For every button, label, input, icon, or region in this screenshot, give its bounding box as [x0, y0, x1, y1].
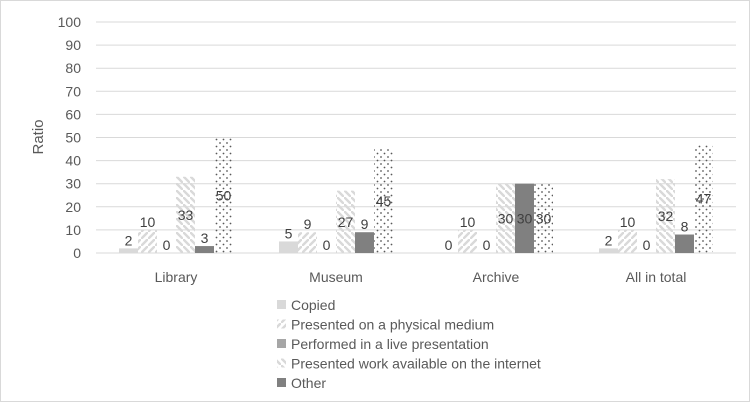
data-label: 10 — [460, 214, 476, 230]
legend-label: Performed in a live presentation — [291, 336, 489, 352]
y-tick-label: 40 — [65, 153, 81, 169]
y-tick-label: 80 — [65, 60, 81, 76]
data-label: 33 — [178, 207, 194, 223]
data-label: 10 — [620, 214, 636, 230]
bar — [496, 183, 515, 253]
data-label: 27 — [338, 214, 354, 230]
y-tick-label: 10 — [65, 222, 81, 238]
category-label: Library — [155, 269, 198, 285]
bar — [599, 248, 618, 253]
data-label: 2 — [125, 232, 133, 248]
bar — [515, 183, 534, 253]
bar — [138, 229, 157, 253]
legend-swatch — [277, 339, 286, 348]
bar — [618, 229, 637, 253]
bar — [458, 229, 477, 253]
data-label: 30 — [517, 210, 533, 226]
data-label: 0 — [445, 237, 453, 253]
bar — [119, 248, 138, 253]
legend-label: Other — [291, 375, 326, 391]
legend-swatch — [277, 358, 286, 368]
data-label: 45 — [376, 193, 392, 209]
legend-swatch — [277, 378, 286, 387]
y-tick-label: 0 — [73, 245, 81, 261]
y-tick-label: 50 — [65, 130, 81, 146]
bar — [534, 183, 553, 253]
gridlines — [96, 21, 736, 254]
data-label: 30 — [498, 210, 514, 226]
legend-swatch — [277, 300, 286, 309]
y-tick-label: 60 — [65, 106, 81, 122]
bar — [675, 234, 694, 253]
data-label: 5 — [285, 225, 293, 241]
data-label: 0 — [323, 237, 331, 253]
category-labels: Library Museum Archive All in total — [155, 269, 687, 285]
data-label: 10 — [140, 214, 156, 230]
data-label: 2 — [605, 232, 613, 248]
data-label: 8 — [681, 219, 689, 235]
bar — [336, 190, 355, 253]
legend-label: Presented work available on the internet — [291, 356, 541, 372]
category-label: Archive — [473, 269, 520, 285]
data-label: 9 — [361, 216, 369, 232]
y-tick-label: 70 — [65, 83, 81, 99]
legend-label: Presented on a physical medium — [291, 317, 494, 333]
bar — [195, 246, 214, 253]
bar — [214, 137, 233, 253]
bar — [355, 232, 374, 253]
bar — [374, 149, 393, 253]
bar — [694, 144, 713, 253]
bar — [298, 232, 317, 253]
y-axis-label: Ratio — [30, 119, 47, 154]
y-tick-label: 30 — [65, 176, 81, 192]
category-label: Museum — [309, 269, 363, 285]
data-label: 30 — [536, 210, 552, 226]
legend: Copied Presented on a physical medium Perf… — [277, 297, 541, 391]
bar — [279, 241, 298, 253]
data-label: 32 — [658, 208, 674, 224]
legend-swatch — [277, 319, 286, 329]
data-label: 0 — [483, 237, 491, 253]
data-label: 50 — [216, 187, 232, 203]
category-label: All in total — [626, 269, 687, 285]
y-tick-label: 100 — [58, 14, 82, 30]
bar — [656, 179, 675, 253]
data-label: 9 — [304, 216, 312, 232]
bars — [119, 137, 713, 253]
data-label: 3 — [201, 230, 209, 246]
y-tick-labels: 0 10 20 30 40 50 60 70 80 90 100 — [58, 14, 82, 261]
legend-label: Copied — [291, 297, 335, 313]
data-label: 0 — [643, 237, 651, 253]
data-label: 47 — [696, 191, 712, 207]
data-label: 0 — [163, 237, 171, 253]
y-tick-label: 20 — [65, 199, 81, 215]
y-tick-label: 90 — [65, 37, 81, 53]
bar — [176, 176, 195, 253]
